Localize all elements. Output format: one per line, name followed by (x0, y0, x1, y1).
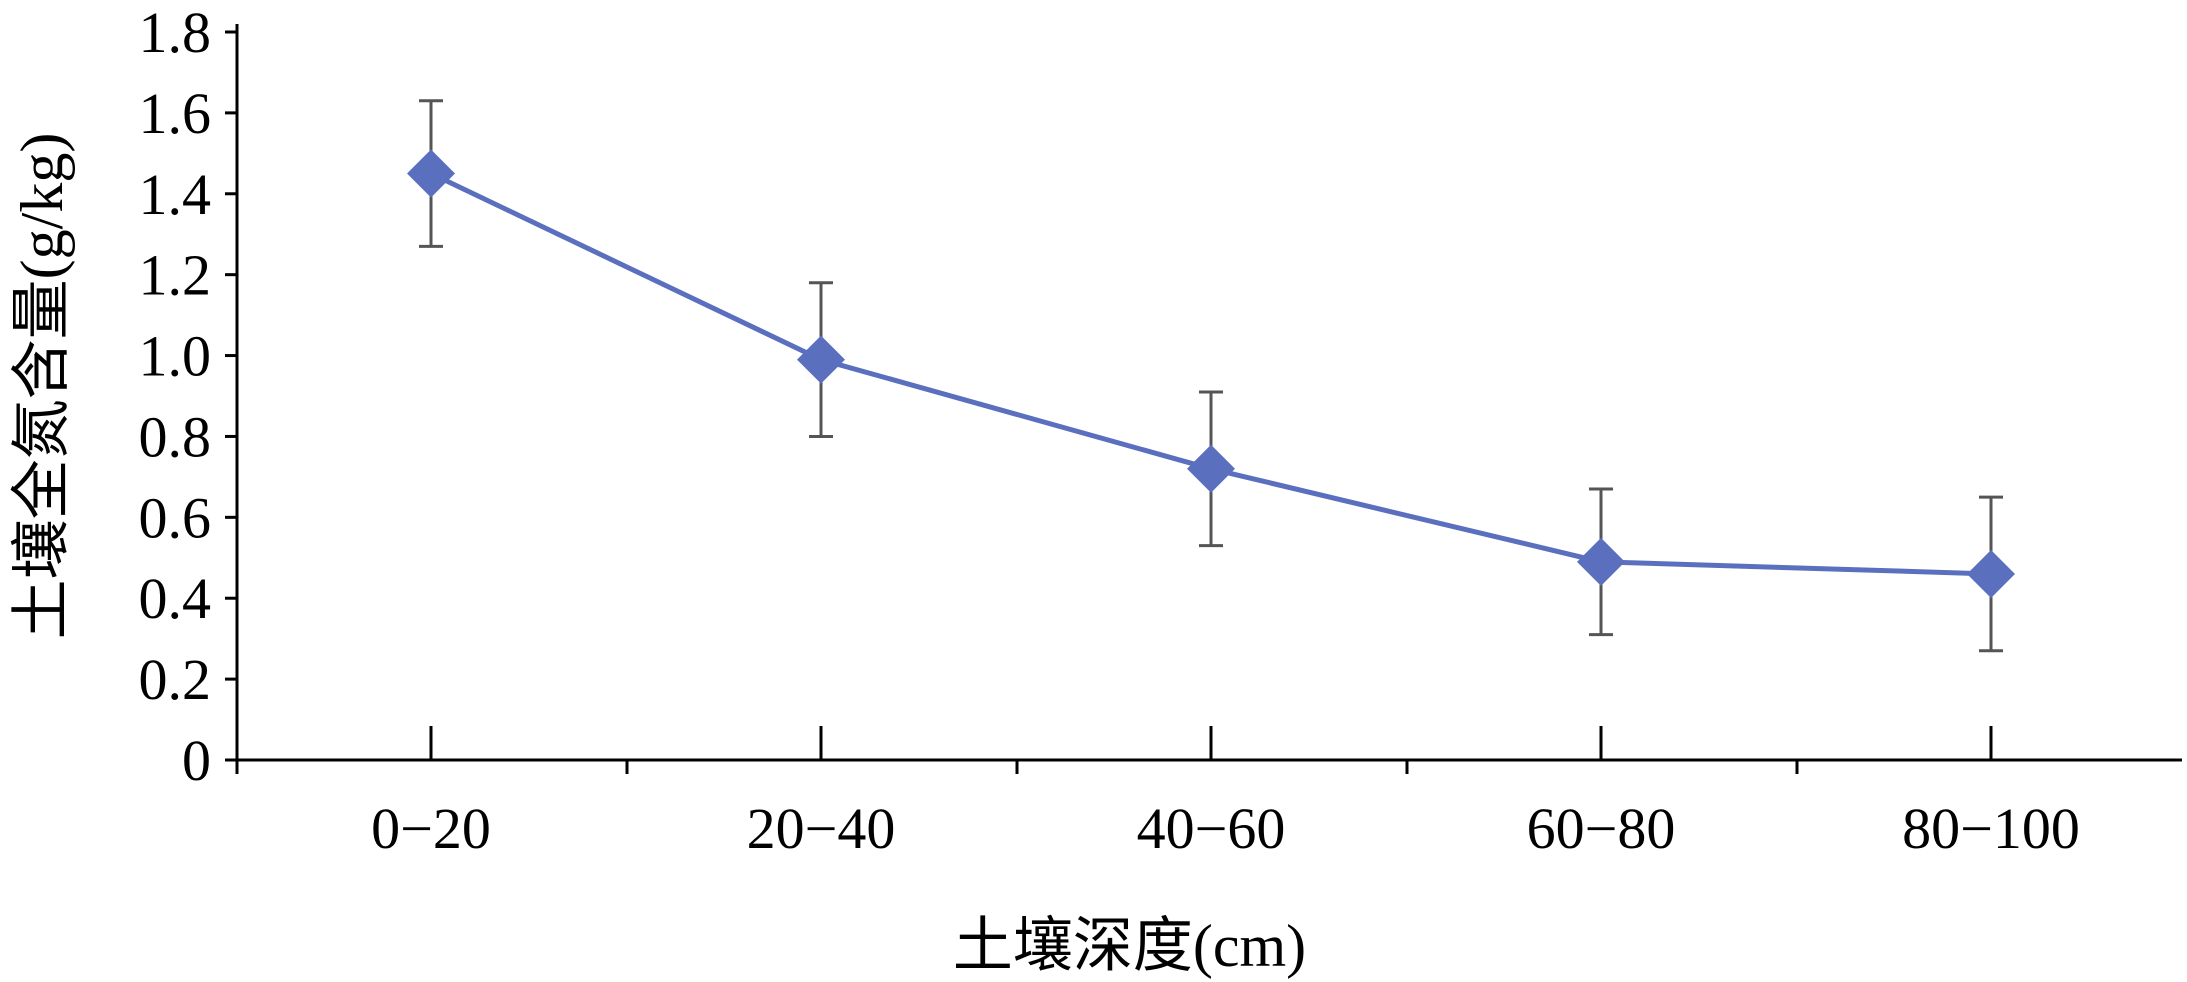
y-axis: 0 0.2 0.4 0.6 0.8 1.0 1.2 1.4 1.6 1.8 (139, 0, 239, 793)
data-point (797, 335, 845, 384)
y-axis-title: 土壤全氮含量(g/kg) (9, 133, 75, 640)
y-tick-label: 1.4 (139, 162, 212, 227)
x-tick-label: 0−20 (371, 796, 491, 861)
y-tick-label: 1.2 (139, 243, 212, 308)
y-tick-label: 1.0 (139, 324, 212, 389)
y-tick-label: 0.6 (139, 485, 212, 550)
y-tick-label: 1.8 (139, 0, 212, 65)
x-tick-label: 80−100 (1902, 796, 2080, 861)
y-tick-label: 0 (182, 728, 211, 793)
data-point (1967, 549, 2015, 598)
x-tick-label: 20−40 (747, 796, 896, 861)
x-tick-label: 40−60 (1137, 796, 1286, 861)
data-point (1577, 537, 1625, 586)
data-point (407, 149, 455, 198)
y-tick-label: 0.4 (139, 566, 212, 631)
data-point (1187, 444, 1235, 493)
x-axis-title: 土壤深度(cm) (953, 913, 1306, 979)
series-layer (407, 99, 2015, 653)
y-tick-label: 0.2 (139, 647, 212, 712)
x-tick-label: 60−80 (1527, 796, 1676, 861)
x-axis: 0−20 20−40 40−60 60−80 80−100 (235, 726, 2182, 861)
y-tick-label: 0.8 (139, 404, 212, 469)
y-tick-label: 1.6 (139, 81, 212, 146)
